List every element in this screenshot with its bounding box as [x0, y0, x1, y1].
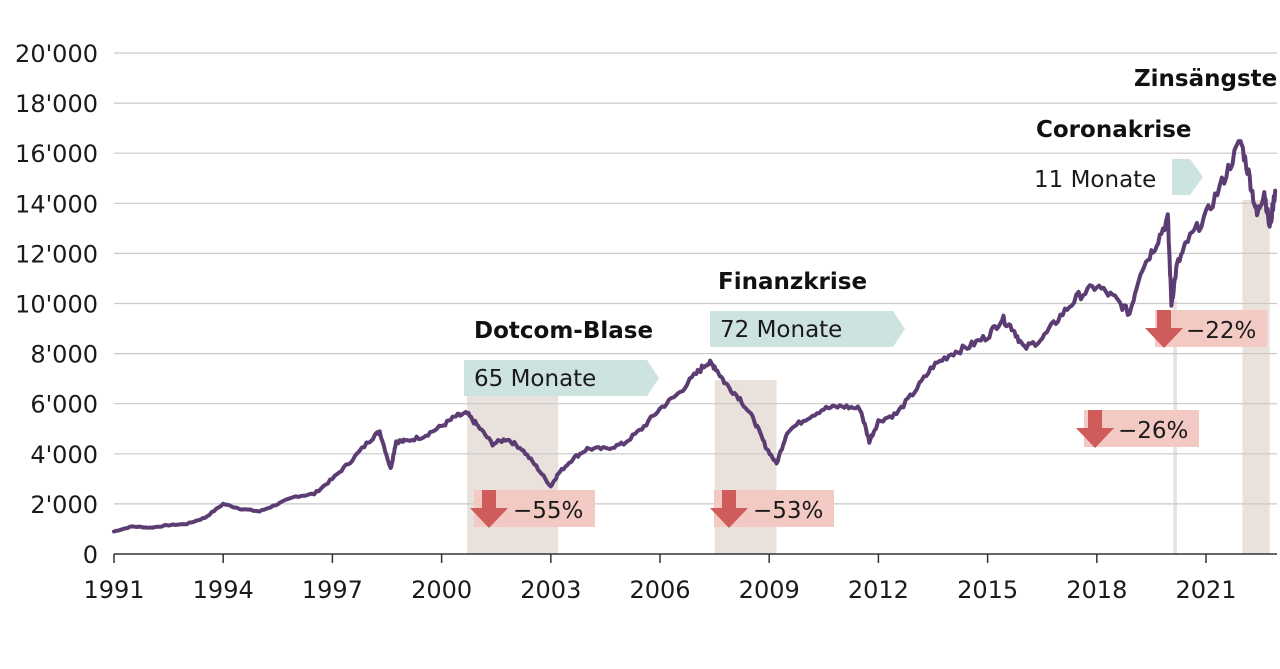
- x-tick-label: 2012: [848, 576, 909, 604]
- drop-label-finanzkrise: −53%: [753, 498, 823, 524]
- y-tick-label: 18'000: [15, 90, 98, 118]
- gridlines: [114, 52, 1277, 505]
- drop-label-coronakrise: −26%: [1118, 418, 1188, 444]
- x-tick-label: 2003: [520, 576, 581, 604]
- event-title-zinsaengste: Zinsängste: [1134, 66, 1277, 92]
- event-finanzkrise: Finanzkrise 72 Monate −53%: [710, 269, 905, 528]
- y-tick-label: 12'000: [15, 240, 98, 268]
- duration-arrow-coronakrise: [1172, 159, 1203, 195]
- y-tick-label: 2'000: [30, 491, 98, 519]
- event-coronakrise: Coronakrise 11 Monate −26%: [1034, 117, 1203, 448]
- event-zinsaengste: Zinsängste −22%: [1134, 66, 1277, 348]
- x-tick-label: 1991: [83, 576, 144, 604]
- y-tick-label: 0: [83, 541, 98, 569]
- y-tick-label: 16'000: [15, 140, 98, 168]
- x-tick-label: 2000: [411, 576, 472, 604]
- event-title-dotcom: Dotcom-Blase: [474, 318, 653, 344]
- event-title-finanzkrise: Finanzkrise: [718, 269, 867, 295]
- x-axis: 1991 1994 1997 2000 2003 2006 2009 2012 2015 2018…: [83, 553, 1277, 604]
- y-tick-label: 4'000: [30, 441, 98, 469]
- down-arrow-icon: [470, 490, 508, 528]
- x-tick-label: 2018: [1066, 576, 1127, 604]
- y-tick-label: 20'000: [15, 40, 98, 68]
- duration-label-dotcom: 65 Monate: [474, 366, 596, 392]
- x-tick-label: 2006: [629, 576, 690, 604]
- y-tick-label: 8'000: [30, 341, 98, 369]
- down-arrow-icon: [1076, 410, 1114, 448]
- duration-arrow-finanzkrise: [710, 311, 905, 347]
- x-tick-label: 2009: [739, 576, 800, 604]
- duration-label-finanzkrise: 72 Monate: [720, 317, 842, 343]
- index-line: [112, 139, 1278, 534]
- down-arrow-icon: [1145, 310, 1183, 348]
- y-tick-label: 6'000: [30, 391, 98, 419]
- down-arrow-icon: [710, 490, 748, 528]
- x-tick-label: 2021: [1175, 576, 1236, 604]
- drop-label-zinsaengste: −22%: [1186, 318, 1256, 344]
- y-tick-label: 10'000: [15, 291, 98, 319]
- duration-label-coronakrise: 11 Monate: [1034, 167, 1156, 193]
- x-tick-label: 1997: [302, 576, 363, 604]
- drop-label-dotcom: −55%: [513, 498, 583, 524]
- series-layer: [112, 139, 1278, 534]
- x-tick-label: 2015: [957, 576, 1018, 604]
- event-dotcom: Dotcom-Blase 65 Monate −55%: [464, 318, 659, 528]
- drawdown-band: [467, 380, 559, 554]
- event-title-coronakrise: Coronakrise: [1036, 117, 1192, 143]
- y-tick-label: 14'000: [15, 190, 98, 218]
- y-axis: 0 2'000 4'000 6'000 8'000 10'000 12'000 14'000 1…: [15, 40, 98, 569]
- x-tick-label: 1994: [193, 576, 254, 604]
- drawdown-band: [1242, 200, 1270, 554]
- duration-arrow-dotcom: [464, 360, 659, 396]
